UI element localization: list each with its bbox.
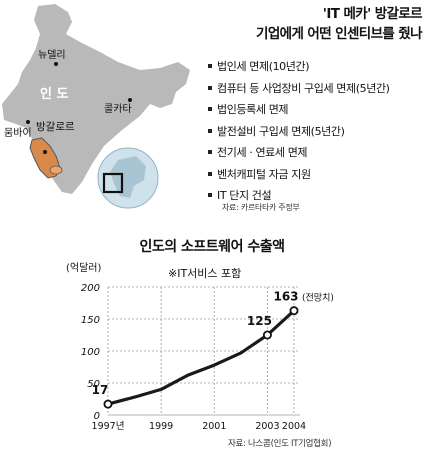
data-label-suffix: (전망치) bbox=[302, 292, 334, 304]
india-land-shape bbox=[2, 4, 190, 194]
city-label-kolkata: 콜카타 bbox=[104, 103, 132, 115]
list-item: 법인세 면제(10년간) bbox=[208, 56, 422, 78]
incentive-list: 법인세 면제(10년간) 컴퓨터 등 사업장비 구입세 면제(5년간) 법인등록… bbox=[208, 56, 422, 207]
globe-continent bbox=[110, 156, 146, 198]
y-tick-label: 200 bbox=[81, 283, 100, 294]
data-point bbox=[289, 306, 299, 316]
y-axis-unit-label: (억달러) bbox=[66, 262, 102, 274]
chart-title: 인도의 소프트웨어 수출액 bbox=[139, 239, 285, 255]
x-tick-label: 2003 bbox=[255, 421, 279, 432]
bullet-icon bbox=[208, 107, 212, 111]
y-tick-label: 0 bbox=[94, 411, 100, 422]
bullet-icon bbox=[208, 85, 212, 90]
source-note-top: 자료: 카르타타카 주정부 bbox=[222, 203, 300, 212]
x-tick-label: 2004 bbox=[282, 421, 306, 432]
data-label: 163 bbox=[273, 290, 298, 304]
bullet-icon bbox=[208, 171, 212, 176]
country-label: 인 도 bbox=[40, 86, 68, 102]
list-item: 컴퓨터 등 사업장비 구입세 면제(5년간) bbox=[208, 78, 422, 100]
list-item: 발전설비 구입세 면제(5년간) bbox=[208, 121, 422, 143]
globe-locator-box bbox=[102, 172, 124, 194]
headline-line-2: 기업에게 어떤 인센티브를 줬나 bbox=[256, 26, 423, 42]
bullet-icon bbox=[208, 150, 212, 154]
chart-note: ※IT서비스 포함 bbox=[168, 267, 241, 280]
bullet-icon bbox=[208, 64, 212, 68]
source-note-bottom: 자료: 나스콤(인도 IT기업협회) bbox=[228, 439, 332, 449]
data-label: 125 bbox=[247, 314, 272, 328]
x-tick-label: 1997년 bbox=[92, 421, 125, 432]
city-label-bangalore: 방갈로르 bbox=[36, 120, 75, 133]
data-label: 17 bbox=[92, 383, 109, 397]
y-tick-label: 150 bbox=[81, 315, 100, 326]
city-dot-bangalore bbox=[43, 150, 47, 154]
data-point bbox=[262, 330, 272, 340]
list-item: IT 단지 건설 bbox=[208, 185, 422, 207]
x-tick-label: 2001 bbox=[202, 421, 226, 432]
city-dot-mumbai bbox=[26, 120, 30, 124]
headline: 'IT 메카' 방갈로르 기업에게 어떤 인센티브를 줬나 bbox=[200, 4, 423, 44]
export-line-chart: (억달러) ※IT서비스 포함 0 50 100 150 200 1997년 1999 20… bbox=[66, 262, 334, 432]
highlight-spot bbox=[49, 165, 63, 175]
city-dot-kolkata bbox=[128, 98, 132, 102]
bullet-icon bbox=[208, 193, 212, 197]
bullet-icon bbox=[208, 128, 212, 133]
x-tick-labels: 1997년 1999 2001 2003 2004 bbox=[92, 421, 307, 432]
list-item: 전기세 · 연료세 면제 bbox=[208, 142, 422, 164]
city-dot-delhi bbox=[54, 62, 58, 66]
city-label-delhi: 뉴델리 bbox=[38, 49, 66, 61]
headline-line-1: 'IT 메카' 방갈로르 bbox=[322, 6, 423, 22]
x-tick-label: 1999 bbox=[149, 421, 173, 432]
y-tick-label: 100 bbox=[81, 347, 100, 358]
series-line bbox=[107, 309, 296, 406]
list-item: 법인등록세 면제 bbox=[208, 99, 422, 121]
city-label-mumbai: 뭄바이 bbox=[4, 127, 32, 139]
list-item: 벤처캐피털 자금 지원 bbox=[208, 164, 422, 186]
data-point bbox=[103, 399, 113, 409]
y-tick-label: 50 bbox=[87, 379, 100, 390]
y-tick-labels: 0 50 100 150 200 bbox=[81, 283, 100, 422]
india-map: 인 도 뉴델리 콜카타 뭄바이 방갈로르 bbox=[2, 4, 190, 209]
